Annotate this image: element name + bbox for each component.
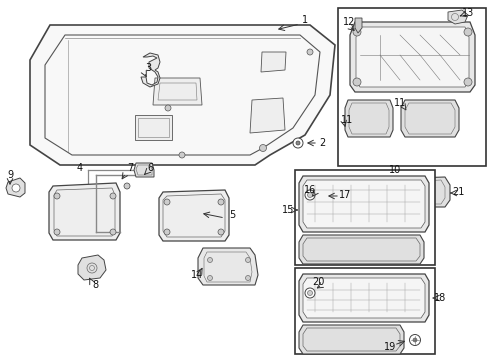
Text: 1: 1	[301, 15, 307, 25]
Circle shape	[259, 144, 266, 152]
Polygon shape	[134, 163, 154, 177]
Circle shape	[163, 229, 170, 235]
Text: 11: 11	[340, 115, 352, 125]
Polygon shape	[153, 78, 202, 105]
Bar	[294, 268, 434, 354]
Circle shape	[295, 141, 299, 145]
Polygon shape	[298, 176, 428, 232]
Text: 16: 16	[303, 185, 315, 195]
Polygon shape	[261, 52, 285, 72]
Text: 6: 6	[146, 163, 153, 173]
Text: 5: 5	[228, 210, 235, 220]
Circle shape	[306, 49, 312, 55]
Circle shape	[463, 78, 471, 86]
Circle shape	[163, 199, 170, 205]
Bar	[294, 170, 434, 265]
Circle shape	[463, 28, 471, 36]
Circle shape	[54, 229, 60, 235]
Circle shape	[307, 193, 312, 198]
Circle shape	[245, 275, 250, 280]
Circle shape	[408, 334, 420, 346]
Polygon shape	[49, 183, 120, 240]
Polygon shape	[303, 278, 424, 318]
Circle shape	[412, 338, 416, 342]
Circle shape	[207, 257, 212, 262]
Polygon shape	[78, 255, 106, 280]
Text: 21: 21	[451, 187, 463, 197]
Circle shape	[307, 291, 312, 296]
Text: 19: 19	[383, 342, 395, 352]
Circle shape	[305, 190, 314, 200]
Circle shape	[245, 257, 250, 262]
Polygon shape	[6, 178, 25, 197]
Polygon shape	[400, 100, 458, 137]
Polygon shape	[135, 115, 172, 140]
Circle shape	[218, 229, 224, 235]
Circle shape	[179, 152, 184, 158]
Circle shape	[305, 288, 314, 298]
Text: 20: 20	[311, 277, 324, 287]
Polygon shape	[355, 27, 468, 87]
Circle shape	[218, 199, 224, 205]
Text: 8: 8	[92, 280, 98, 290]
Polygon shape	[447, 10, 467, 24]
Text: 10: 10	[388, 165, 400, 175]
Polygon shape	[409, 177, 449, 207]
Circle shape	[12, 184, 20, 192]
Text: 2: 2	[318, 138, 325, 148]
Polygon shape	[30, 25, 334, 165]
Text: 3: 3	[144, 63, 151, 73]
Circle shape	[292, 138, 303, 148]
Circle shape	[110, 229, 116, 235]
Circle shape	[124, 183, 130, 189]
Circle shape	[54, 193, 60, 199]
Bar	[337, 8, 485, 166]
Polygon shape	[298, 274, 428, 322]
Circle shape	[352, 78, 360, 86]
Polygon shape	[159, 190, 228, 241]
Polygon shape	[345, 100, 392, 137]
Text: 12: 12	[342, 17, 354, 27]
Circle shape	[352, 28, 360, 36]
Circle shape	[110, 193, 116, 199]
Polygon shape	[349, 22, 474, 92]
Polygon shape	[298, 325, 403, 354]
Circle shape	[207, 275, 212, 280]
Text: 7: 7	[126, 163, 133, 173]
Text: 14: 14	[190, 270, 203, 280]
Text: 9: 9	[7, 170, 13, 180]
Polygon shape	[141, 53, 160, 87]
Text: 4: 4	[77, 163, 83, 173]
Text: 13: 13	[461, 8, 473, 18]
Polygon shape	[303, 180, 424, 228]
Text: 18: 18	[433, 293, 445, 303]
Polygon shape	[249, 98, 285, 133]
Text: 17: 17	[338, 190, 350, 200]
Circle shape	[164, 105, 171, 111]
Polygon shape	[354, 18, 361, 33]
Polygon shape	[198, 248, 258, 285]
Polygon shape	[298, 235, 423, 264]
Text: 15: 15	[281, 205, 294, 215]
Text: 11: 11	[393, 98, 406, 108]
